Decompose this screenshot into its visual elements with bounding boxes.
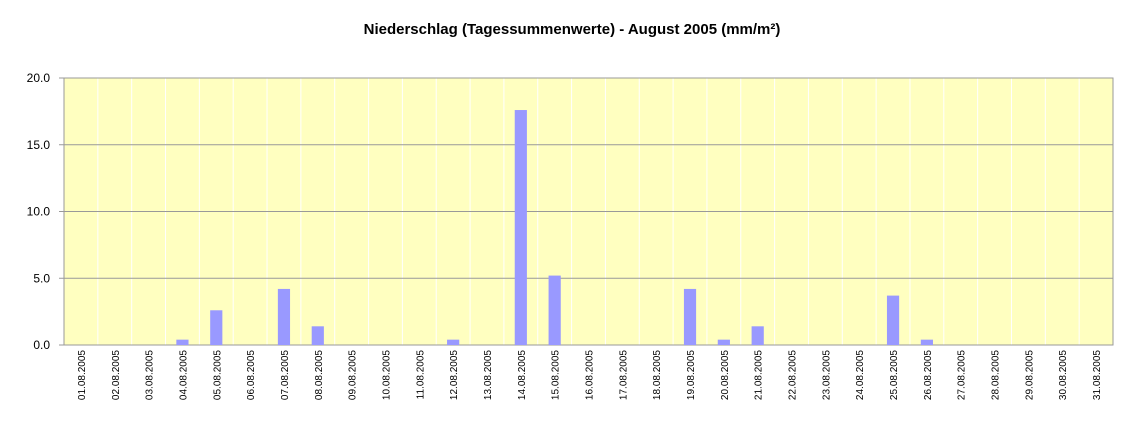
x-tick-label: 06.08.2005 — [246, 350, 257, 400]
y-tick-label: 10.0 — [27, 205, 51, 219]
bar — [277, 288, 291, 345]
x-tick-label: 23.08.2005 — [821, 350, 832, 400]
x-tick-label: 27.08.2005 — [957, 350, 968, 400]
x-tick-label: 13.08.2005 — [483, 350, 494, 400]
y-tick-label: 20.0 — [27, 71, 51, 85]
bar — [683, 288, 697, 345]
x-tick-label: 19.08.2005 — [686, 350, 697, 400]
y-tick-label: 15.0 — [27, 138, 51, 152]
y-tick-label: 0.0 — [33, 338, 50, 352]
x-tick-label: 29.08.2005 — [1024, 350, 1035, 400]
x-tick-label: 18.08.2005 — [652, 350, 663, 400]
bar — [514, 110, 527, 345]
x-tick-label: 01.08.2005 — [77, 350, 88, 400]
x-tick-label: 30.08.2005 — [1058, 350, 1069, 400]
x-tick-label: 20.08.2005 — [720, 350, 731, 400]
x-tick-label: 26.08.2005 — [923, 350, 934, 400]
x-tick-label: 24.08.2005 — [855, 350, 866, 400]
x-tick-label: 14.08.2005 — [517, 350, 528, 400]
x-tick-label: 04.08.2005 — [178, 350, 189, 400]
bar — [311, 326, 324, 345]
x-tick-label: 22.08.2005 — [788, 350, 799, 400]
x-tick-label: 09.08.2005 — [348, 350, 359, 400]
chart-title: Niederschlag (Tagessummenwerte) - August… — [364, 21, 781, 38]
bar — [886, 295, 900, 345]
bar — [751, 326, 764, 345]
bar — [548, 275, 561, 345]
x-tick-label: 25.08.2005 — [889, 350, 900, 400]
x-tick-label: 07.08.2005 — [280, 350, 291, 400]
x-tick-label: 16.08.2005 — [585, 350, 596, 400]
x-tick-label: 05.08.2005 — [212, 350, 223, 400]
x-tick-label: 15.08.2005 — [551, 350, 562, 400]
x-tick-label: 28.08.2005 — [991, 350, 1002, 400]
x-tick-label: 08.08.2005 — [314, 350, 325, 400]
x-tick-label: 21.08.2005 — [754, 350, 765, 400]
y-tick-label: 5.0 — [33, 271, 50, 285]
x-tick-label: 17.08.2005 — [618, 350, 629, 400]
bar — [447, 339, 460, 345]
x-tick-label: 10.08.2005 — [381, 350, 392, 400]
x-tick-label: 03.08.2005 — [145, 350, 156, 400]
bar — [210, 310, 223, 345]
x-tick-label: 12.08.2005 — [449, 350, 460, 400]
x-tick-label: 02.08.2005 — [111, 350, 122, 400]
bar — [717, 339, 730, 345]
bar — [176, 339, 189, 345]
x-tick-label: 11.08.2005 — [415, 350, 426, 400]
x-tick-label: 31.08.2005 — [1092, 350, 1103, 400]
bar — [920, 339, 933, 345]
